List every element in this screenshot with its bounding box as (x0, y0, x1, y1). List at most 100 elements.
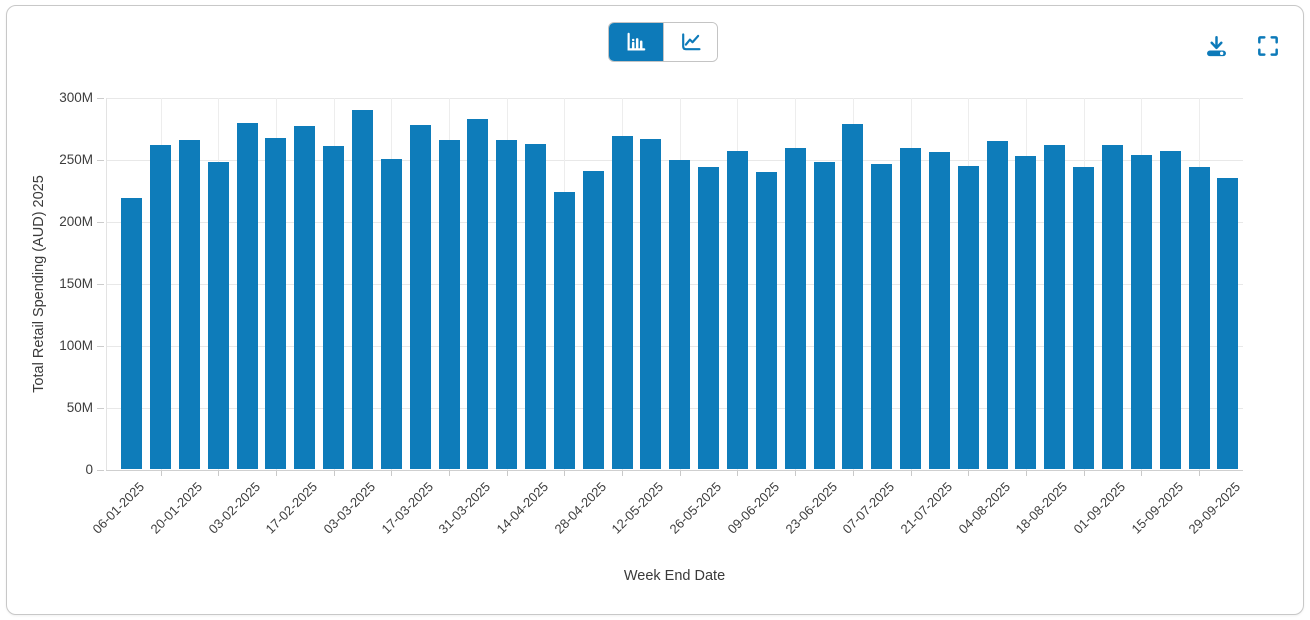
x-tick-label: 23-06-2025 (781, 478, 840, 537)
chart-card: Total Retail Spending (AUD) 2025 Week En… (6, 5, 1304, 615)
x-tick-label: 14-04-2025 (493, 478, 552, 537)
line-chart-icon (681, 33, 701, 51)
x-tick-label: 17-03-2025 (378, 478, 436, 537)
bar[interactable] (380, 158, 402, 470)
x-tick-mark (506, 470, 508, 476)
chart-type-toggle (608, 22, 718, 62)
y-tick-label: 200M (59, 213, 93, 229)
y-tick-label: 100M (59, 337, 93, 353)
bar[interactable] (1217, 178, 1239, 470)
y-tick-mark (97, 345, 104, 347)
download-icon (1206, 35, 1226, 56)
bar[interactable] (207, 162, 229, 470)
x-tick-label: 26-05-2025 (666, 478, 725, 537)
y-tick-label: 300M (59, 90, 93, 105)
y-tick-mark (97, 283, 104, 285)
x-tick-mark (1083, 470, 1085, 476)
x-tick-label: 03-02-2025 (205, 478, 263, 537)
x-tick-label: 15-09-2025 (1128, 478, 1186, 537)
y-tick-mark (97, 469, 104, 471)
bar[interactable] (871, 163, 893, 470)
x-tick-mark (910, 470, 912, 476)
y-tick-mark (97, 407, 104, 409)
bar[interactable] (698, 167, 720, 470)
x-tick-mark (391, 470, 393, 476)
y-tick-label: 50M (66, 399, 93, 415)
bar[interactable] (669, 159, 691, 470)
bar[interactable] (1188, 167, 1210, 470)
x-tick-mark (679, 470, 681, 476)
x-tick-label: 21-07-2025 (897, 478, 955, 537)
x-tick-label: 29-09-2025 (1185, 478, 1244, 537)
bar[interactable] (957, 166, 979, 470)
x-axis-title: Week End Date (623, 568, 726, 584)
x-tick-label: 18-08-2025 (1012, 478, 1071, 537)
bar[interactable] (755, 172, 777, 470)
bar[interactable] (1073, 167, 1095, 470)
x-tick-label: 12-05-2025 (608, 478, 667, 537)
bar[interactable] (813, 162, 835, 470)
bar[interactable] (928, 152, 950, 470)
x-tick-label: 31-03-2025 (435, 478, 494, 537)
bar[interactable] (1015, 156, 1037, 470)
x-tick-mark (1025, 470, 1027, 476)
fullscreen-button[interactable] (1250, 28, 1286, 64)
bar[interactable] (467, 119, 489, 470)
bar[interactable] (178, 140, 200, 470)
bar[interactable] (525, 143, 547, 470)
bar[interactable] (553, 192, 575, 470)
bar-chart: Total Retail Spending (AUD) 2025 Week En… (7, 6, 1303, 614)
x-tick-mark (449, 470, 450, 476)
bar[interactable] (1159, 151, 1181, 470)
line-chart-toggle[interactable] (663, 23, 717, 61)
bar[interactable] (150, 145, 172, 470)
x-tick-mark (333, 470, 335, 476)
bar[interactable] (1130, 154, 1152, 470)
bar[interactable] (900, 147, 922, 470)
bar[interactable] (496, 140, 518, 470)
bar[interactable] (1044, 145, 1066, 470)
bar[interactable] (1101, 145, 1123, 470)
bar[interactable] (986, 141, 1008, 470)
x-tick-mark (1141, 470, 1143, 476)
bar[interactable] (726, 151, 748, 470)
y-tick-mark (97, 221, 104, 223)
x-tick-mark (622, 470, 624, 476)
y-gridline (106, 98, 1243, 99)
bar[interactable] (265, 137, 287, 470)
bar[interactable] (438, 140, 460, 470)
y-axis-line (106, 98, 107, 470)
download-button[interactable] (1198, 28, 1234, 64)
x-tick-mark (968, 470, 970, 476)
x-tick-mark (737, 470, 739, 476)
y-tick-mark (97, 159, 104, 161)
y-tick-mark (97, 98, 104, 99)
bar[interactable] (294, 126, 316, 470)
bar[interactable] (236, 122, 258, 470)
x-tick-mark (1199, 470, 1200, 476)
x-tick-mark (852, 470, 854, 476)
x-tick-label: 17-02-2025 (262, 478, 321, 537)
bar[interactable] (582, 171, 604, 470)
bar[interactable] (611, 136, 633, 470)
y-tick-label: 0 (85, 461, 93, 477)
x-tick-mark (564, 470, 566, 476)
x-tick-label: 04-08-2025 (955, 478, 1013, 537)
x-tick-label: 06-01-2025 (89, 478, 148, 537)
x-tick-mark (795, 470, 797, 476)
bar[interactable] (640, 138, 662, 470)
x-axis-line (106, 469, 1243, 471)
bar[interactable] (784, 147, 806, 470)
x-tick-label: 09-06-2025 (724, 478, 782, 537)
x-tick-label: 03-03-2025 (320, 478, 379, 537)
bar-chart-toggle[interactable] (609, 23, 663, 61)
x-tick-label: 20-01-2025 (147, 478, 206, 537)
bar[interactable] (323, 146, 345, 470)
x-tick-label: 01-09-2025 (1070, 478, 1129, 537)
y-tick-label: 250M (59, 151, 93, 167)
bar[interactable] (121, 198, 143, 470)
bar[interactable] (351, 110, 373, 470)
bar[interactable] (409, 125, 431, 470)
x-tick-mark (218, 470, 220, 476)
bar[interactable] (842, 124, 864, 470)
